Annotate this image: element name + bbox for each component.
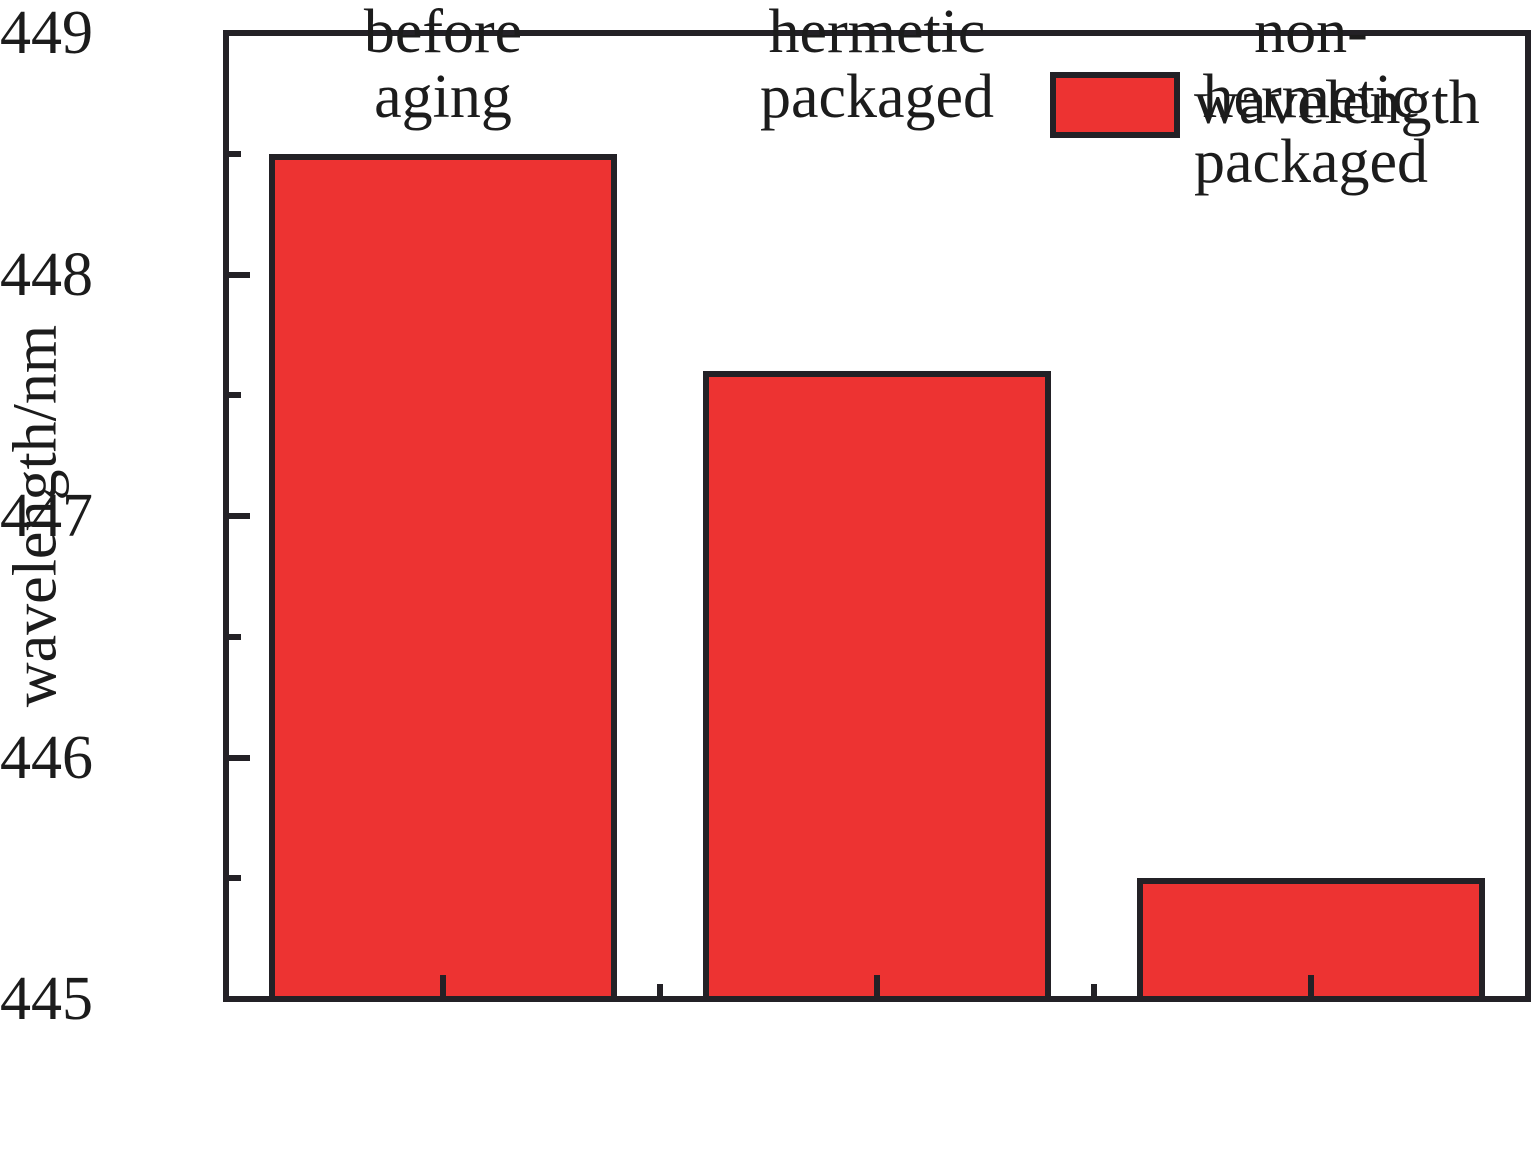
x-category-label-before-aging: before aging	[363, 0, 523, 132]
x-major-tick-hermetic-packaged	[874, 975, 880, 996]
y-major-tick-446	[229, 754, 250, 761]
x-category-label-non-hermetic-packaged: non-hermetic packaged	[1193, 0, 1429, 197]
y-minor-tick-445.5	[229, 875, 241, 882]
legend-label-wavelength: wavelength	[1194, 69, 1480, 137]
legend-swatch-wavelength	[1050, 72, 1180, 138]
x-category-label-hermetic-packaged: hermetic packaged	[759, 0, 995, 132]
y-major-tick-445	[229, 996, 250, 1002]
y-tick-label-445: 445	[0, 965, 93, 1033]
x-major-tick-non-hermetic-packaged	[1308, 975, 1314, 996]
x-minor-tick-2	[1091, 984, 1097, 996]
y-tick-label-449: 449	[0, 0, 93, 67]
bar-hermetic-packaged	[703, 371, 1051, 1002]
y-tick-label-446: 446	[0, 723, 93, 792]
y-major-tick-449	[229, 30, 250, 36]
y-major-tick-447	[229, 513, 250, 519]
x-minor-tick-1	[657, 984, 663, 996]
y-tick-label-448: 448	[0, 240, 93, 309]
y-tick-label-447: 447	[0, 482, 93, 550]
y-minor-tick-448.5	[229, 150, 241, 157]
y-major-tick-448	[229, 271, 250, 278]
y-minor-tick-447.5	[229, 392, 241, 399]
y-minor-tick-446.5	[229, 633, 241, 640]
bar-before-aging	[269, 153, 617, 1002]
x-major-tick-before-aging	[440, 975, 446, 996]
